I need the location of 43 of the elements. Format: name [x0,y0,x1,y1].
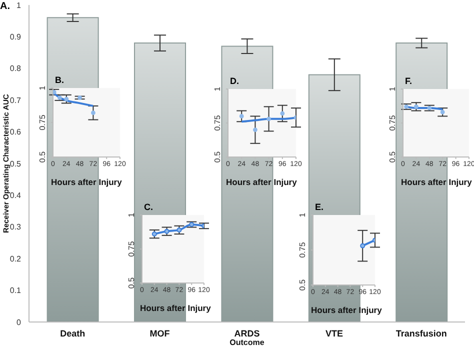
y-tick-label: 0.9 [10,32,22,42]
y-tick-label: 0.5 [298,278,307,291]
x-tick-label: VTE [325,328,343,338]
x-tick-label: ARDS [234,328,260,338]
chart-title: B. [55,75,64,85]
y-tick-label: 0.5 [10,159,22,168]
y-tick-label: 1 [388,86,397,92]
y-tick-label: 0.2 [10,254,22,264]
y-tick-label: 1 [298,212,307,218]
y-tick-label: 0.1 [10,286,22,296]
x-tick-label: Death [60,328,86,338]
x-axis-title: Hours after Injury [140,303,212,313]
chart-title: A. [0,1,10,12]
y-tick-label: 0.75 [127,240,136,257]
y-tick-label: 0 [16,318,22,327]
y-tick-label: 0.75 [38,114,47,130]
y-tick-label: 0.75 [388,114,397,131]
x-tick-label: Transfusion [396,328,447,338]
y-tick-label: 1 [38,85,47,90]
y-tick-label: 0.75 [213,114,222,131]
y-tick-label: 0.8 [10,64,22,74]
y-tick-label: 0.75 [298,242,307,258]
x-tick-label: MOF [150,328,170,338]
x-axis-title: Hours after Injury [226,177,298,187]
chart-title: F. [405,76,412,86]
y-tick-label: 0.6 [10,128,22,137]
chart-title: D. [230,76,239,86]
y-tick-label: 1 [213,86,222,92]
y-tick-label: 0.5 [127,276,136,289]
x-axis-title: Outcome [230,338,265,347]
y-tick-label: 0.5 [388,150,397,163]
y-tick-label: 0.3 [10,222,22,232]
y-tick-label: 0.5 [213,150,222,163]
x-axis-title: Hours after Injury [51,177,122,187]
chart-title: C. [144,202,153,212]
y-tick-label: 0.7 [10,96,22,105]
y-tick-label: 1 [127,212,136,218]
y-tick-label: 0.4 [10,191,22,200]
x-axis-title: Hours after Injury [401,177,472,187]
chart-title: E. [315,202,324,212]
y-tick-label: 1 [16,0,22,10]
y-tick-label: 0.5 [38,150,47,163]
x-axis-title: Hours after Injury [311,305,382,315]
